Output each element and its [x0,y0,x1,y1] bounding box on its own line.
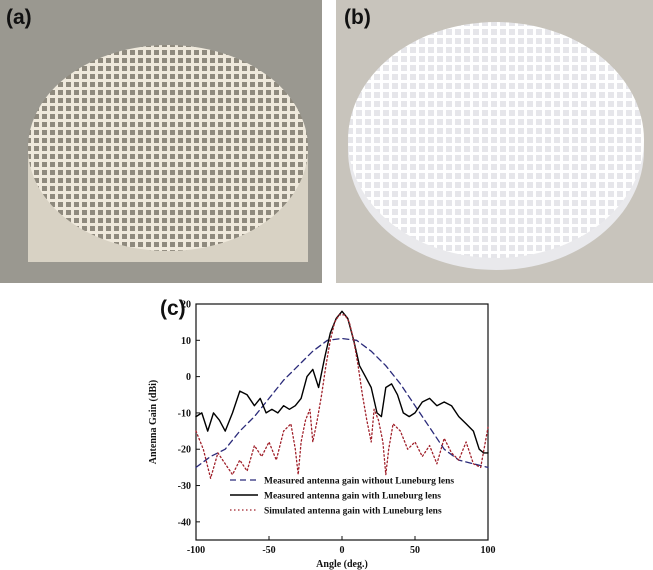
x-tick-label: -50 [262,545,275,556]
y-tick-label: 0 [186,372,191,383]
photo-b-lattice-disc [336,0,653,283]
series-line-2 [195,310,489,454]
series-line-1 [195,337,489,469]
photo-b-lattice-top [348,22,644,258]
panel-label-b: (b) [344,6,371,29]
photo-b-drawing [336,0,653,283]
x-tick-label: -100 [187,545,205,556]
photo-a-lattice-top [28,45,308,251]
photo-a-drawing [0,0,322,283]
x-tick-label: 100 [481,545,496,556]
plot-frame [195,303,489,541]
panel-label-a: (a) [6,6,32,29]
x-axis-label: Angle (deg.) [316,559,368,570]
y-tick-label: -20 [178,445,191,456]
legend-label-3: Simulated antenna gain with Luneburg len… [264,507,442,517]
y-axis-label: Antenna Gain (dBi) [148,380,159,464]
y-tick-label: -30 [178,481,191,492]
y-tick-label: 10 [181,336,191,347]
y-tick-label: -10 [178,408,191,419]
y-tick-label: -40 [178,517,191,528]
photo-a-lattice-disc [0,0,322,283]
x-tick-label: 0 [340,545,345,556]
series-layer [195,310,489,479]
panel-label-c: (c) [160,297,186,320]
y-tick-label: 20 [181,300,191,311]
legend: Measured antenna gain without Luneburg l… [230,477,454,517]
x-tick-label: 50 [410,545,420,556]
legend-label-1: Measured antenna gain without Luneburg l… [264,477,454,487]
legend-label-2: Measured antenna gain with Luneburg lens [264,492,441,502]
series-line-3 [195,314,489,479]
